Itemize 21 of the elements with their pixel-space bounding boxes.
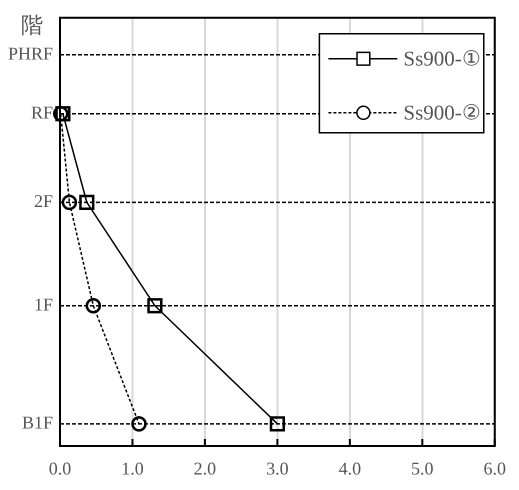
legend-label: Ss900-① [403,46,481,70]
y-tick-label: B1F [22,412,53,433]
x-tick-label: 5.0 [411,458,434,479]
x-tick-label: 1.0 [121,458,144,479]
x-tick-label: 2.0 [194,458,216,479]
x-tick-label: 4.0 [338,458,362,479]
x-tick-label: 3.0 [266,458,289,479]
y-axis-title: 階 [21,12,43,38]
y-tick-label: PHRF [8,43,53,64]
y-tick-label: 1F [34,294,53,314]
y-tick-label: 2F [34,191,53,212]
point [270,416,285,432]
point [79,194,94,210]
point [62,194,78,210]
point [147,298,163,314]
point [131,416,147,432]
legend-label: Ss900-② [403,100,481,124]
x-tick-label: 0.0 [48,458,72,479]
y-tick-label: RF [30,102,53,123]
x-tick-label: 6.0 [484,458,506,479]
point [86,298,102,314]
